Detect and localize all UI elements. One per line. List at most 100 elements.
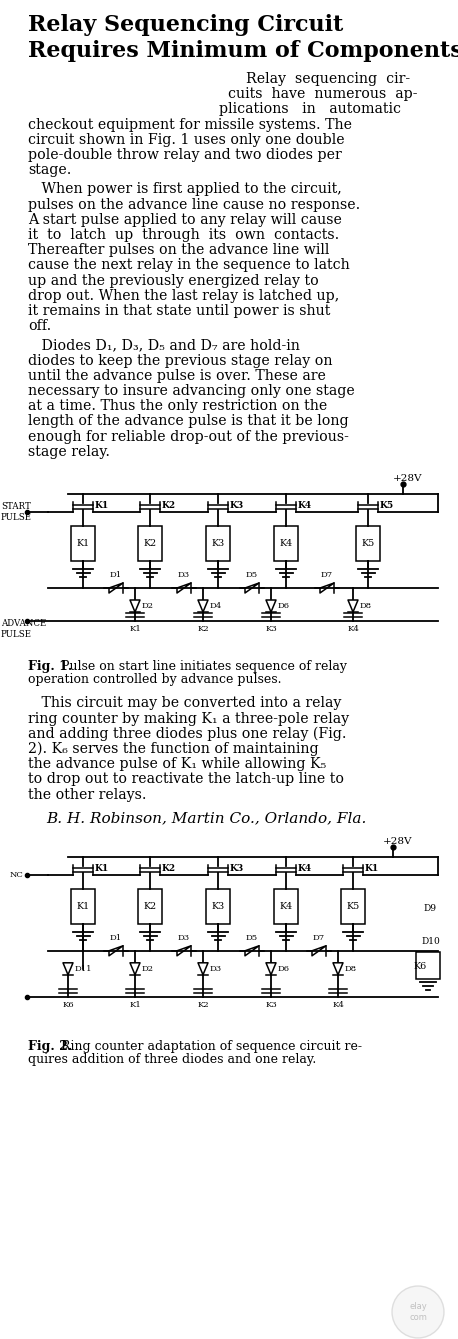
Text: plications   in   automatic: plications in automatic	[210, 102, 401, 116]
Text: diodes to keep the previous stage relay on: diodes to keep the previous stage relay …	[28, 353, 333, 368]
Text: D3: D3	[210, 965, 222, 973]
Text: K4: K4	[298, 502, 312, 510]
Text: D7: D7	[321, 570, 333, 578]
Text: K1: K1	[95, 864, 109, 873]
Text: K3: K3	[230, 502, 244, 510]
Text: K1: K1	[76, 540, 90, 548]
Text: K4: K4	[279, 901, 293, 911]
Text: Ring counter adaptation of sequence circuit re-: Ring counter adaptation of sequence circ…	[61, 1040, 362, 1052]
Text: D5: D5	[246, 570, 258, 578]
Text: it  to  latch  up  through  its  own  contacts.: it to latch up through its own contacts.	[28, 228, 339, 242]
Text: K2: K2	[143, 901, 157, 911]
Bar	[206, 889, 230, 924]
Circle shape	[392, 1285, 444, 1338]
Text: K2: K2	[162, 502, 176, 510]
Text: 2). K₆ serves the function of maintaining: 2). K₆ serves the function of maintainin…	[28, 742, 319, 757]
Text: and adding three diodes plus one relay (Fig.: and adding three diodes plus one relay (…	[28, 727, 347, 742]
Text: at a time. Thus the only restriction on the: at a time. Thus the only restriction on …	[28, 399, 327, 414]
Text: length of the advance pulse is that it be long: length of the advance pulse is that it b…	[28, 414, 349, 428]
Text: K6: K6	[414, 963, 426, 971]
Text: When power is first applied to the circuit,: When power is first applied to the circu…	[28, 182, 342, 197]
Text: K5: K5	[361, 540, 375, 548]
Bar	[341, 889, 365, 924]
Text: Pulse on start line initiates sequence of relay: Pulse on start line initiates sequence o…	[61, 660, 347, 674]
Text: D2: D2	[142, 603, 154, 611]
Text: D6: D6	[278, 603, 290, 611]
Text: ADVANCE
PULSE: ADVANCE PULSE	[1, 620, 46, 639]
Text: D2: D2	[142, 965, 154, 973]
Bar	[138, 889, 162, 924]
Text: quires addition of three diodes and one relay.: quires addition of three diodes and one …	[28, 1052, 316, 1066]
Text: +28V: +28V	[383, 837, 413, 846]
Text: Diodes D₁, D₃, D₅ and D₇ are hold-in: Diodes D₁, D₃, D₅ and D₇ are hold-in	[28, 339, 300, 352]
Text: cause the next relay in the sequence to latch: cause the next relay in the sequence to …	[28, 258, 350, 272]
Text: B. H. Robinson, Martin Co., Orlando, Fla.: B. H. Robinson, Martin Co., Orlando, Fla…	[46, 811, 366, 825]
Bar	[138, 526, 162, 561]
Text: Relay  sequencing  cir-: Relay sequencing cir-	[210, 72, 410, 86]
Text: K2: K2	[198, 625, 210, 633]
Text: up and the previously energized relay to: up and the previously energized relay to	[28, 273, 319, 288]
Text: D1: D1	[110, 570, 122, 578]
Text: START
PULSE: START PULSE	[1, 502, 32, 522]
Text: checkout equipment for missile systems. The: checkout equipment for missile systems. …	[28, 118, 352, 131]
Text: K1: K1	[365, 864, 379, 873]
Text: K6: K6	[63, 1000, 75, 1008]
Text: Thereafter pulses on the advance line will: Thereafter pulses on the advance line wi…	[28, 244, 329, 257]
Text: K1: K1	[130, 1000, 142, 1008]
Text: elay
com: elay com	[409, 1303, 427, 1322]
Text: K1: K1	[95, 502, 109, 510]
Text: pole-double throw relay and two diodes per: pole-double throw relay and two diodes p…	[28, 149, 342, 162]
Text: D3: D3	[178, 933, 190, 941]
Text: K5: K5	[380, 502, 394, 510]
Bar	[71, 889, 95, 924]
Text: K3: K3	[266, 625, 278, 633]
Text: K2: K2	[143, 540, 157, 548]
Text: K5: K5	[346, 901, 360, 911]
Text: D1: D1	[110, 933, 122, 941]
Text: This circuit may be converted into a relay: This circuit may be converted into a rel…	[28, 696, 341, 711]
Text: K1: K1	[130, 625, 142, 633]
Text: K3: K3	[212, 901, 224, 911]
Text: drop out. When the last relay is latched up,: drop out. When the last relay is latched…	[28, 289, 339, 303]
Text: operation controlled by advance pulses.: operation controlled by advance pulses.	[28, 674, 282, 686]
Text: pulses on the advance line cause no response.: pulses on the advance line cause no resp…	[28, 198, 360, 212]
Text: cuits  have  numerous  ap-: cuits have numerous ap-	[210, 87, 418, 102]
Bar	[416, 952, 440, 979]
Text: ring counter by making K₁ a three-pole relay: ring counter by making K₁ a three-pole r…	[28, 711, 349, 726]
Text: stage relay.: stage relay.	[28, 445, 110, 459]
Text: D8: D8	[360, 603, 372, 611]
Text: K4: K4	[348, 625, 360, 633]
Text: K3: K3	[212, 540, 224, 548]
Text: Relay Sequencing Circuit: Relay Sequencing Circuit	[28, 13, 343, 36]
Bar	[274, 889, 298, 924]
Text: the advance pulse of K₁ while allowing K₅: the advance pulse of K₁ while allowing K…	[28, 757, 326, 771]
Text: K3: K3	[266, 1000, 278, 1008]
Text: K1: K1	[76, 901, 90, 911]
Text: D3: D3	[178, 570, 190, 578]
Bar	[274, 526, 298, 561]
Text: D7: D7	[313, 933, 325, 941]
Text: until the advance pulse is over. These are: until the advance pulse is over. These a…	[28, 368, 326, 383]
Text: D4: D4	[210, 603, 222, 611]
Text: K2: K2	[198, 1000, 210, 1008]
Text: enough for reliable drop-out of the previous-: enough for reliable drop-out of the prev…	[28, 430, 349, 443]
Text: D10: D10	[421, 937, 440, 945]
Text: K4: K4	[279, 540, 293, 548]
Text: K4: K4	[333, 1000, 345, 1008]
Text: D5: D5	[246, 933, 258, 941]
Text: it remains in that state until power is shut: it remains in that state until power is …	[28, 304, 330, 317]
Text: +28V: +28V	[393, 474, 422, 483]
Text: K3: K3	[230, 864, 244, 873]
Text: stage.: stage.	[28, 163, 71, 177]
Text: Fig. 2.: Fig. 2.	[28, 1040, 72, 1052]
Text: D9: D9	[423, 904, 436, 913]
Text: off.: off.	[28, 319, 51, 333]
Text: necessary to insure advancing only one stage: necessary to insure advancing only one s…	[28, 384, 355, 398]
Text: Fig. 1.: Fig. 1.	[28, 660, 72, 674]
Text: NC: NC	[9, 870, 23, 878]
Text: circuit shown in Fig. 1 uses only one double: circuit shown in Fig. 1 uses only one do…	[28, 133, 344, 147]
Text: to drop out to reactivate the latch-up line to: to drop out to reactivate the latch-up l…	[28, 773, 344, 786]
Text: D8: D8	[345, 965, 357, 973]
Text: the other relays.: the other relays.	[28, 787, 147, 802]
Bar	[71, 526, 95, 561]
